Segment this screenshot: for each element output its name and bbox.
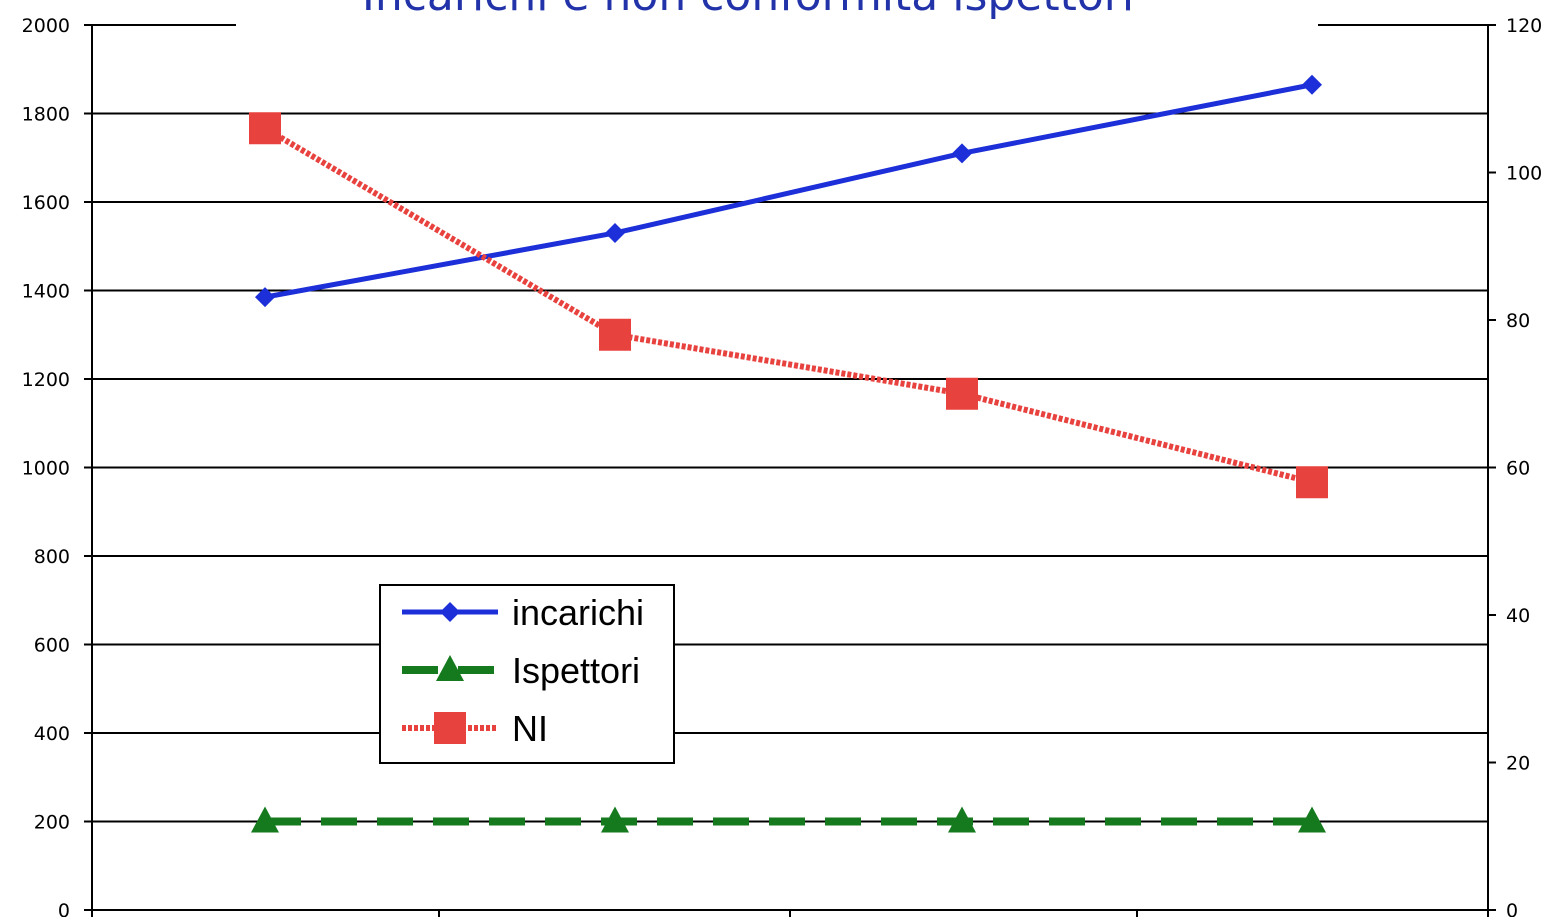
right-tick-label: 40 xyxy=(1506,605,1530,627)
left-tick-label: 0 xyxy=(58,900,70,917)
legend-marker xyxy=(440,602,460,622)
legend-marker xyxy=(434,712,466,744)
series-ispettori xyxy=(251,806,1326,833)
left-tick-label: 2000 xyxy=(22,15,70,37)
data-point xyxy=(605,222,625,243)
title-background xyxy=(236,0,1318,30)
right-tick-label: 0 xyxy=(1506,900,1518,917)
legend-marker xyxy=(436,655,464,681)
left-tick-label: 400 xyxy=(34,723,70,745)
data-point xyxy=(255,287,275,308)
right-axis-ticks: 0 20 40 60 80 100 120 xyxy=(1488,15,1542,917)
right-tick-label: 20 xyxy=(1506,753,1530,775)
right-tick-label: 120 xyxy=(1506,15,1542,37)
left-tick-label: 600 xyxy=(34,635,70,657)
left-tick-label: 1600 xyxy=(22,192,70,214)
legend-item: NI xyxy=(402,708,548,749)
chart-title: Incarichi e non conformità ispettori xyxy=(362,0,1134,21)
left-tick-label: 1200 xyxy=(22,369,70,391)
left-tick-label: 1000 xyxy=(22,458,70,480)
right-tick-label: 80 xyxy=(1506,310,1530,332)
data-point xyxy=(249,112,281,145)
axes xyxy=(91,25,1489,917)
series-line xyxy=(263,125,1313,486)
left-tick-label: 1800 xyxy=(22,104,70,126)
data-point xyxy=(1296,466,1328,499)
series-line xyxy=(264,82,1313,300)
data-point xyxy=(1302,74,1322,95)
right-tick-label: 100 xyxy=(1506,163,1542,185)
left-tick-label: 800 xyxy=(34,546,70,568)
data-point xyxy=(948,806,976,833)
left-tick-label: 200 xyxy=(34,812,70,834)
series-incarichi xyxy=(255,74,1322,308)
data-point xyxy=(251,806,279,833)
legend-item: Ispettori xyxy=(402,650,640,691)
data-point xyxy=(601,806,629,833)
legend-label: incarichi xyxy=(512,592,644,633)
left-axis-ticks: 0 200 400 600 800 1000 1200 1400 1600 1800 2000 xyxy=(22,15,92,917)
legend: incarichi Ispettori NI xyxy=(379,584,675,764)
data-point xyxy=(946,377,978,410)
data-point xyxy=(599,318,631,351)
legend-label: Ispettori xyxy=(512,650,640,691)
series-group xyxy=(249,74,1328,833)
left-tick-label: 1400 xyxy=(22,281,70,303)
right-tick-label: 60 xyxy=(1506,458,1530,480)
legend-label: NI xyxy=(512,708,548,749)
series-ni xyxy=(249,112,1328,499)
legend-item: incarichi xyxy=(402,592,644,633)
data-point xyxy=(1298,806,1326,833)
data-point xyxy=(952,143,972,164)
